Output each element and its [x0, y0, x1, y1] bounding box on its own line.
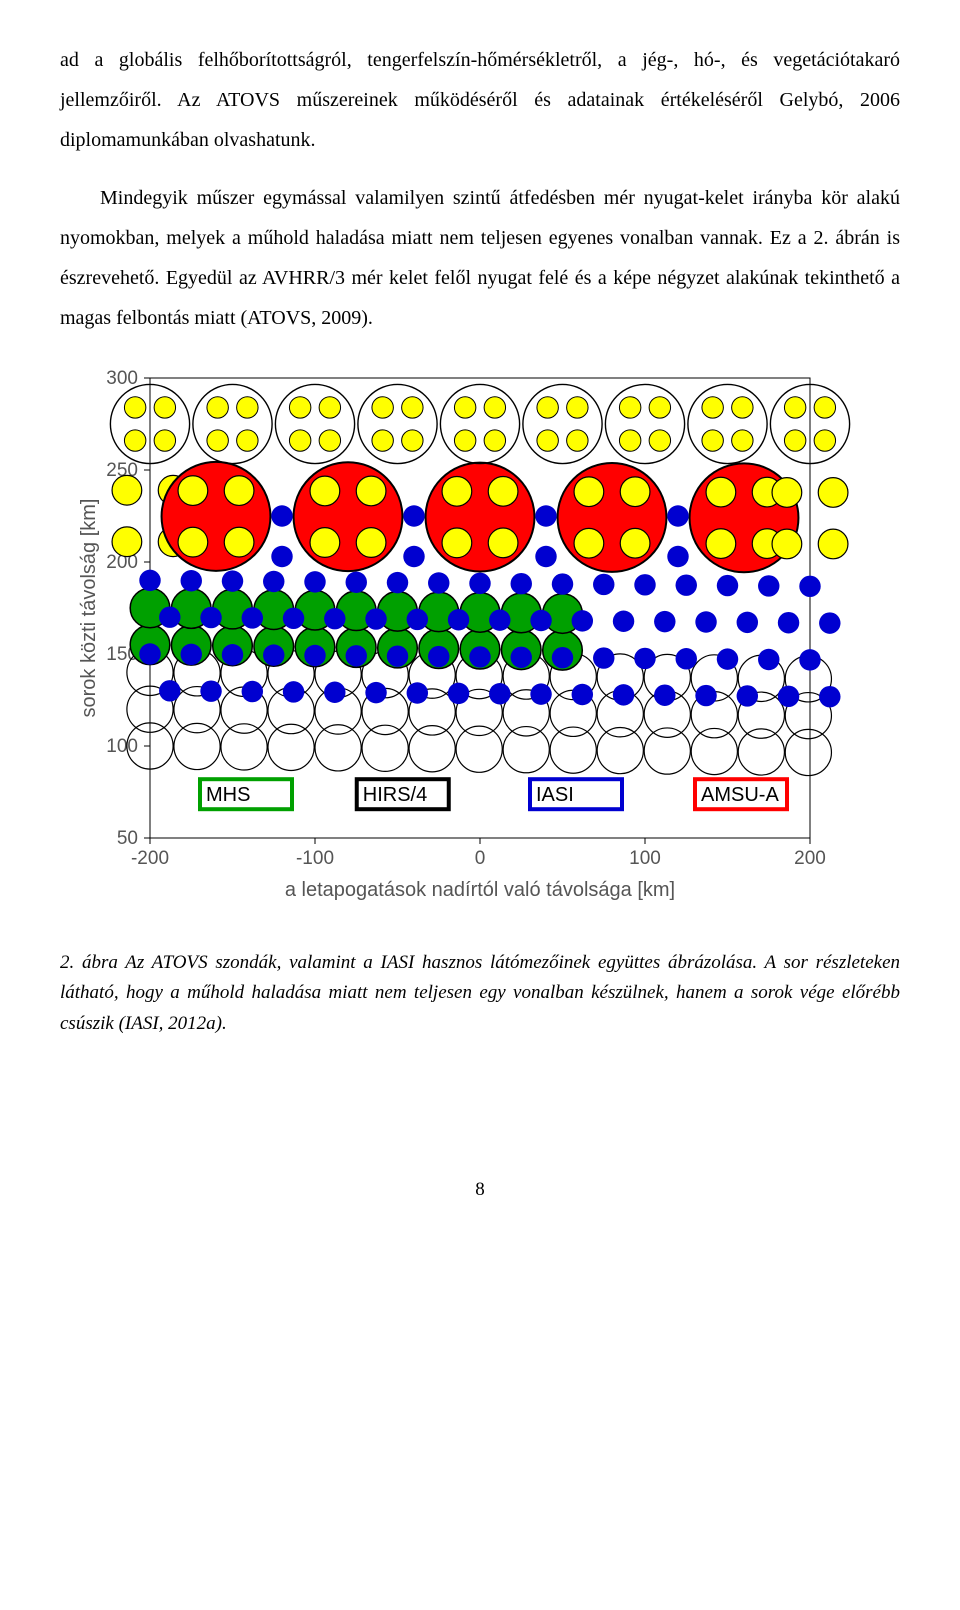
svg-text:-200: -200 [131, 848, 169, 869]
svg-text:50: 50 [117, 828, 138, 849]
svg-text:300: 300 [106, 368, 138, 389]
svg-text:200: 200 [794, 848, 826, 869]
page-number: 8 [60, 1179, 900, 1201]
figure-caption: 2. ábra Az ATOVS szondák, valamint a IAS… [60, 948, 900, 1039]
figure-2: -200-100010020050100150200250300sorok kö… [60, 368, 900, 928]
svg-text:a letapogatások nadírtól való: a letapogatások nadírtól való távolsága … [285, 879, 675, 901]
svg-text:100: 100 [106, 736, 138, 757]
svg-text:AMSU-A: AMSU-A [701, 784, 779, 806]
svg-text:HIRS/4: HIRS/4 [363, 784, 427, 806]
svg-text:-100: -100 [296, 848, 334, 869]
svg-text:MHS: MHS [206, 784, 250, 806]
chart-canvas: -200-100010020050100150200250300sorok kö… [70, 368, 890, 928]
svg-text:100: 100 [629, 848, 661, 869]
paragraph-2: Mindegyik műszer egymással valamilyen sz… [60, 178, 900, 338]
svg-text:sorok közti távolság [km]: sorok közti távolság [km] [78, 499, 100, 718]
paragraph-1: ad a globális felhőborítottságról, tenge… [60, 40, 900, 160]
svg-text:IASI: IASI [536, 784, 574, 806]
svg-text:0: 0 [475, 848, 486, 869]
